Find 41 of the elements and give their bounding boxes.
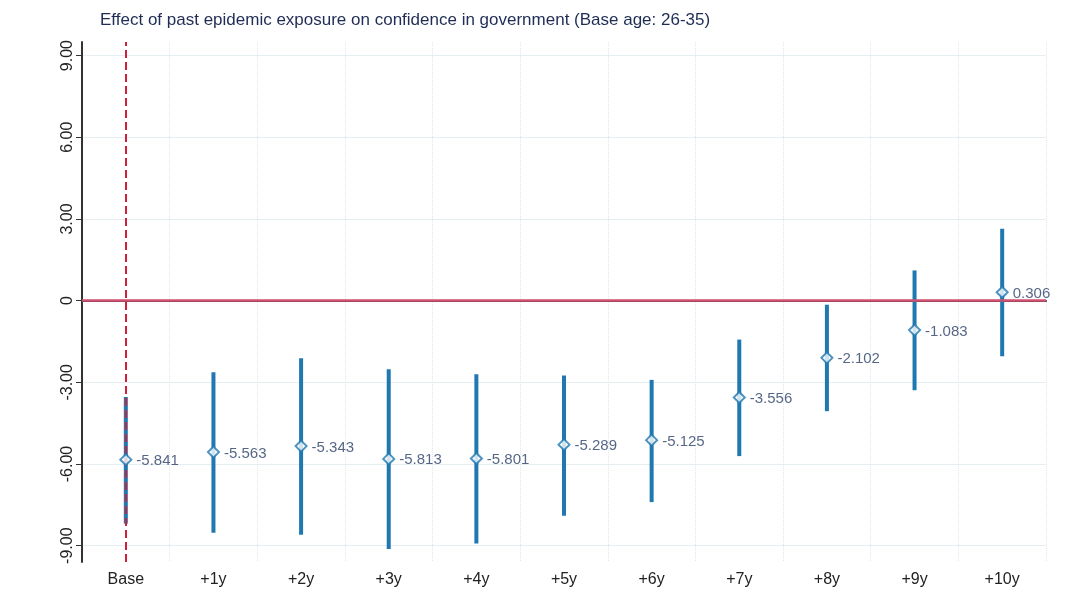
point xyxy=(294,439,308,453)
point xyxy=(645,433,659,447)
data-label: -5.125 xyxy=(662,431,705,449)
data-label: -1.083 xyxy=(925,321,968,339)
point xyxy=(119,453,133,467)
y-tick-label: 9.00 xyxy=(57,39,75,72)
x-tick-label: +6y xyxy=(638,569,665,587)
x-tick-label: +9y xyxy=(901,569,928,587)
data-label: -3.556 xyxy=(749,388,793,406)
point xyxy=(382,452,396,466)
point xyxy=(820,351,834,365)
x-tick-label: +7y xyxy=(726,569,753,587)
point xyxy=(908,323,922,337)
point xyxy=(557,438,571,452)
data-label: 0.306 xyxy=(1012,283,1051,301)
y-tick-label: 6.00 xyxy=(57,121,75,153)
data-label: -5.801 xyxy=(486,450,530,468)
x-tick-label: +3y xyxy=(375,569,402,587)
data-label: -5.289 xyxy=(574,436,618,454)
y-tick-label: 0 xyxy=(57,296,75,306)
x-tick-label: +1y xyxy=(200,569,227,587)
y-tick-label: -3.00 xyxy=(57,363,75,401)
x-tick-label: +2y xyxy=(287,569,315,587)
y-tick-label: -6.00 xyxy=(57,445,75,483)
data-label: -2.102 xyxy=(837,349,880,367)
x-tick-label: +4y xyxy=(463,569,490,587)
point xyxy=(206,445,220,459)
x-tick-label: +5y xyxy=(550,569,578,587)
data-label: -5.813 xyxy=(399,450,442,468)
chart-title: Effect of past epidemic exposure on confidence in government (Base age: 26-35) xyxy=(100,10,711,29)
data-label: -5.343 xyxy=(311,437,355,455)
x-tick-label: Base xyxy=(107,569,145,587)
x-tick-label: +8y xyxy=(813,569,841,587)
data-label: -5.563 xyxy=(223,443,267,461)
x-tick-label: +10y xyxy=(984,569,1020,587)
point xyxy=(469,452,483,466)
point xyxy=(732,390,746,404)
data-label: -5.841 xyxy=(136,451,179,469)
y-tick-label: -9.00 xyxy=(57,527,75,564)
y-tick-label: 3.00 xyxy=(57,203,75,235)
point xyxy=(995,285,1009,299)
